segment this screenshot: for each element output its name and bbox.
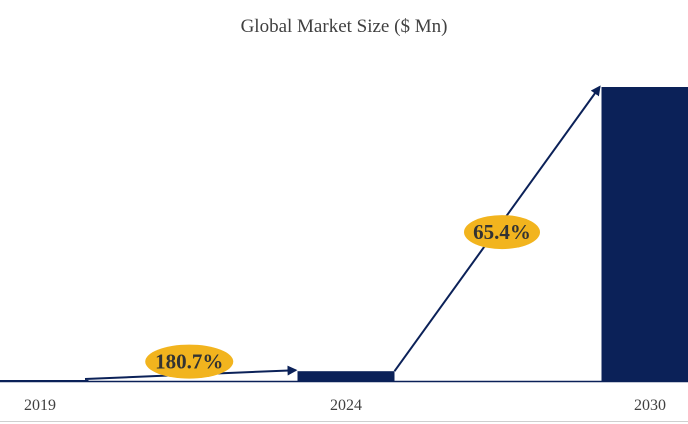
cagr-badge-2019-2024 [145,344,234,379]
x-tick-label-2030: 2030 [634,397,666,414]
cagr-label-2024-2030: 65.4% [473,220,531,244]
bar-2024 [297,371,395,382]
bar-2030 [601,87,688,382]
cagr-badge-2024-2030 [464,215,540,250]
bars-layer [0,87,688,382]
chart-title: Global Market Size ($ Mn) [240,16,448,37]
x-tick-label-2019: 2019 [24,397,56,414]
x-tick-labels: 2019 2024 2030 [24,397,666,414]
cagr-label-2019-2024: 180.7% [155,350,223,374]
growth-arrows-layer: 180.7% 65.4% [84,85,601,380]
x-tick-label-2024: 2024 [330,397,362,414]
